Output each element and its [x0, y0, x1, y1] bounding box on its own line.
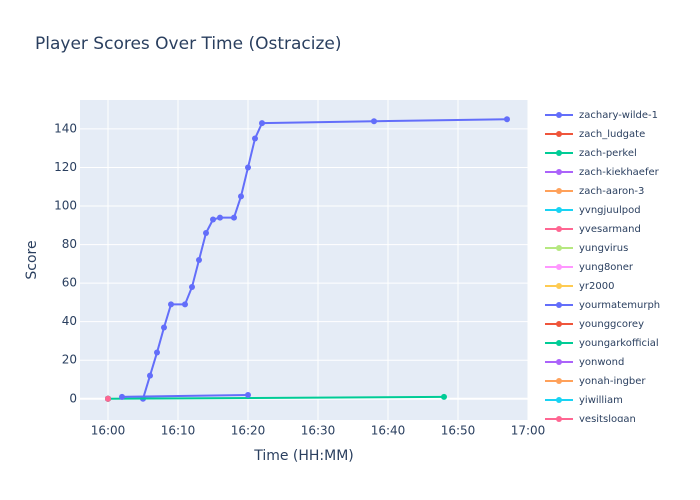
data-point: [217, 214, 223, 221]
legend-label: yesitslogan: [579, 414, 636, 425]
y-tick-label: 120: [54, 160, 77, 174]
data-point: [504, 116, 510, 123]
grid: [80, 100, 529, 420]
legend-marker: [556, 264, 562, 270]
data-point: [210, 216, 216, 223]
x-tick-label: 16:10: [161, 424, 196, 438]
data-point: [168, 301, 174, 308]
legend-label: younggcorey: [579, 319, 644, 330]
legend-label: yvngjuulpod: [579, 205, 641, 216]
x-tick-label: 16:50: [441, 424, 476, 438]
legend-marker: [556, 150, 562, 156]
legend-marker: [556, 169, 562, 175]
x-tick-label: 17:00: [511, 424, 546, 438]
data-point: [238, 193, 244, 200]
legend-marker: [556, 359, 562, 365]
legend-marker: [556, 131, 562, 137]
x-axis-title: Time (HH:MM): [253, 448, 354, 464]
legend-label: zachary-wilde-1: [579, 110, 658, 121]
x-tick-label: 16:00: [91, 424, 126, 438]
data-point: [245, 391, 251, 398]
legend-marker: [556, 302, 562, 308]
legend-marker: [556, 321, 562, 327]
data-point: [231, 214, 237, 221]
legend-label: yr2000: [579, 281, 614, 292]
legend-label: zach-kiekhaefer: [579, 167, 660, 178]
data-point: [371, 118, 377, 125]
data-point: [203, 230, 209, 237]
legend-label: yvesarmand: [579, 224, 641, 235]
data-point: [252, 135, 258, 142]
data-point: [245, 164, 251, 171]
data-point: [161, 324, 167, 331]
data-point: [119, 393, 125, 400]
data-point: [189, 283, 195, 290]
legend-label: yonah-ingber: [579, 376, 646, 387]
x-tick-label: 16:30: [301, 424, 336, 438]
legend-label: zach_ludgate: [579, 129, 645, 140]
legend-marker: [556, 397, 562, 403]
legend-marker: [556, 207, 562, 213]
legend-label: zach-perkel: [579, 148, 637, 159]
y-tick-label: 100: [54, 199, 77, 213]
legend-label: yungvirus: [579, 243, 628, 254]
legend-label: yourmatemurph: [579, 300, 660, 311]
legend: zachary-wilde-1 zach_ludgate zach-perkel za…: [545, 110, 660, 425]
legend-label: yung8oner: [579, 262, 634, 273]
legend-marker: [556, 340, 562, 346]
y-tick-label: 0: [69, 391, 77, 405]
legend-label: youngarkofficial: [579, 338, 659, 349]
x-tick-label: 16:20: [231, 424, 266, 438]
legend-marker: [556, 112, 562, 118]
data-point: [147, 372, 153, 379]
legend-marker: [556, 226, 562, 232]
data-point: [154, 349, 160, 356]
legend-marker: [556, 416, 562, 422]
series-layer: [105, 116, 510, 402]
y-tick-label: 80: [62, 237, 77, 251]
legend-label: yiwilliam: [579, 395, 623, 406]
data-point: [182, 301, 188, 308]
series-line: [107, 395, 445, 400]
y-tick-label: 20: [62, 353, 77, 367]
series-line: [121, 393, 249, 398]
y-tick-label: 60: [62, 276, 77, 290]
legend-label: zach-aaron-3: [579, 186, 644, 197]
y-axis-title: Score: [24, 240, 40, 279]
y-tick-label: 40: [62, 314, 77, 328]
data-point: [196, 257, 202, 263]
legend-marker: [556, 188, 562, 194]
legend-marker: [556, 245, 562, 251]
chart-title: Player Scores Over Time (Ostracize): [35, 34, 342, 54]
x-tick-label: 16:40: [371, 424, 406, 438]
legend-marker: [556, 283, 562, 289]
plot-area: [80, 100, 528, 420]
data-point: [259, 120, 265, 127]
legend-label: yonwond: [579, 357, 624, 368]
data-point: [105, 395, 111, 402]
data-point: [441, 393, 447, 400]
legend-marker: [556, 378, 562, 384]
y-tick-label: 140: [54, 121, 77, 135]
